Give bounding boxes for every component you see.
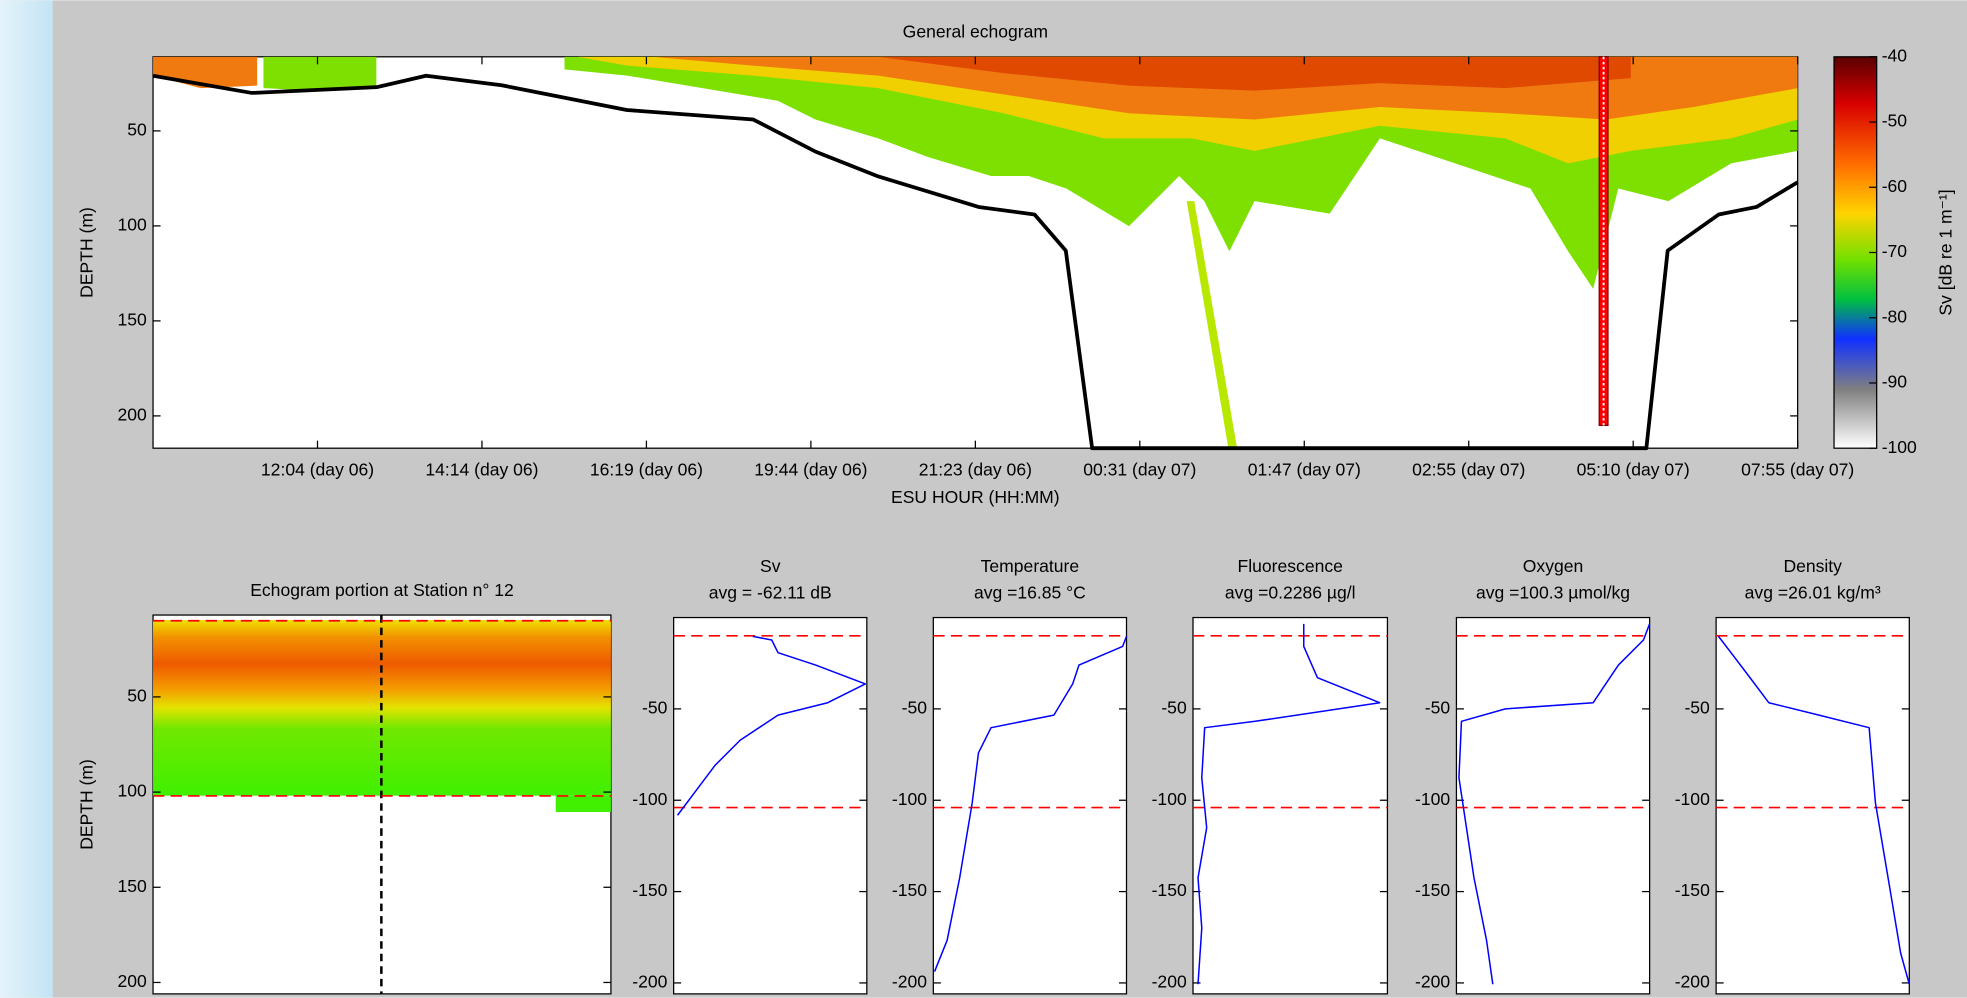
y-tick-label: -100 [1415,789,1450,809]
colorbar-tick-label: -80 [1882,306,1908,326]
chart-title: Density [1783,556,1842,576]
chart-subtitle: avg = -62.11 dB [709,582,832,602]
x-tick-label: 01:47 (day 07) [1248,459,1361,479]
y-tick-label: 100 [117,215,147,235]
y-tick-label: 50 [127,120,147,140]
colorbar-tick-label: -60 [1882,176,1908,196]
y-tick-label: -200 [1415,972,1450,992]
y-tick-label: -100 [892,789,927,809]
axes [1455,616,1651,995]
chart-title: Sv [760,556,781,576]
axes [673,616,868,995]
colorbar-tick-label: -40 [1882,45,1908,65]
y-tick-label: -200 [1675,972,1710,992]
colorbar-tick-label: -90 [1882,372,1908,392]
y-tick-label: -50 [1425,698,1451,718]
y-tick-label: -150 [1675,880,1710,900]
chart-subtitle: avg =16.85 °C [974,582,1086,602]
y-tick-label: -200 [892,972,927,992]
y-tick-label: -50 [642,698,668,718]
y-tick-label: -50 [1161,698,1187,718]
x-tick-label: 02:55 (day 07) [1412,459,1525,479]
chart-title: Fluorescence [1238,556,1343,576]
colorbar-label: Sv [dB re 1 m⁻¹] [1936,189,1956,315]
profile-line [1197,623,1381,985]
y-tick-label: -200 [632,972,667,992]
echo-backscatter [153,56,1798,447]
bottom-line [152,73,1799,451]
x-tick-label: 07:55 (day 07) [1741,459,1854,479]
x-tick-label: 19:44 (day 06) [754,459,867,479]
colorbar-tick-label: -100 [1882,437,1917,457]
x-axis-label: ESU HOUR (HH:MM) [891,487,1060,507]
chart-title: Oxygen [1523,556,1583,576]
y-tick-label: -200 [1152,972,1187,992]
y-tick-label: -100 [632,789,667,809]
y-tick-label: 50 [127,686,147,706]
y-axis-label: DEPTH (m) [76,207,96,298]
chart-title: General echogram [903,22,1048,42]
x-tick-label: 12:04 (day 06) [261,459,374,479]
x-tick-label: 14:14 (day 06) [425,459,538,479]
axes [932,616,1128,995]
y-tick-label: -150 [632,880,667,900]
y-tick-label: -150 [1415,880,1450,900]
y-tick-label: -50 [902,698,928,718]
x-tick-label: 05:10 (day 07) [1577,459,1690,479]
colorbar-tick-label: -50 [1882,111,1908,131]
x-tick-label: 00:31 (day 07) [1083,459,1196,479]
side-strip [0,0,53,998]
chart-subtitle: avg =100.3 µmol/kg [1476,582,1630,602]
y-tick-label: 200 [117,405,147,425]
profile-line [933,636,1128,972]
chart-subtitle: avg =0.2286 µg/l [1225,582,1356,602]
chart-title: Echogram portion at Station n° 12 [250,580,514,600]
x-tick-label: 16:19 (day 06) [590,459,703,479]
y-tick-label: 150 [117,876,147,896]
y-tick-label: -150 [892,880,927,900]
colorbar-tick-label: -70 [1882,241,1908,261]
y-tick-label: -50 [1684,698,1710,718]
chart-subtitle: avg =26.01 kg/m³ [1745,582,1881,602]
y-tick-label: 200 [117,971,147,991]
y-tick-label: 100 [117,781,147,801]
y-tick-label: 150 [117,310,147,330]
axes [1192,616,1389,995]
y-tick-label: -100 [1152,789,1187,809]
profile-line [676,635,867,816]
x-tick-label: 21:23 (day 06) [919,459,1032,479]
y-tick-label: -100 [1675,789,1710,809]
axes [1715,616,1910,995]
y-axis-label: DEPTH (m) [76,759,96,850]
echo-portion [555,795,611,812]
y-tick-label: -150 [1152,880,1187,900]
profile-line [1458,623,1651,985]
chart-title: Temperature [981,556,1080,576]
profile-line [1717,635,1911,985]
